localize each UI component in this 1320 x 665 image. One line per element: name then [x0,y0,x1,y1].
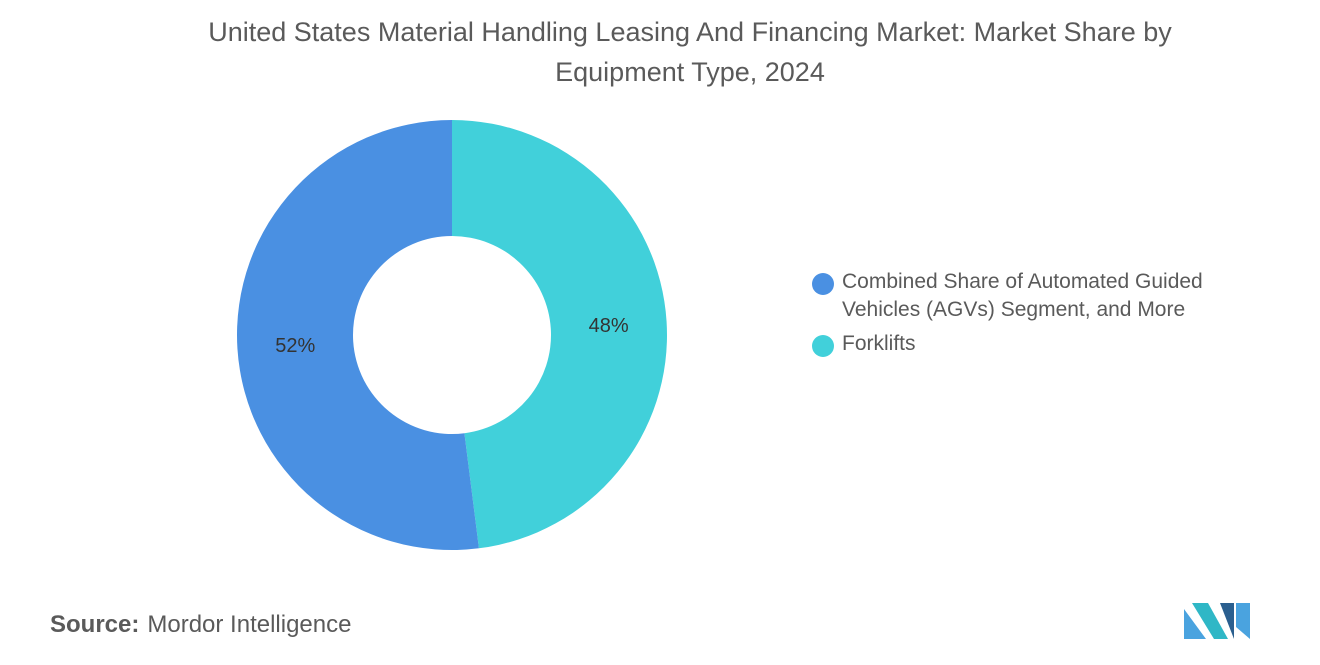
source-label: Source: [50,611,140,638]
slice-forklifts-label: 48% [589,315,629,337]
source-note: Source: Mordor Intelligence [50,611,351,639]
slice-forklifts[interactable] [452,120,668,549]
slice-combined-label: 52% [275,335,315,357]
logo-shape-left [1184,609,1206,639]
legend-label-combined: Combined Share of Automated Guided Vehic… [842,270,1203,321]
slice-combined[interactable] [237,120,479,550]
legend: Combined Share of Automated Guided Vehic… [812,268,1272,364]
legend-item-forklifts[interactable]: Forklifts [812,330,1272,358]
logo-shape-right [1220,603,1234,639]
legend-swatch-combined [812,273,834,295]
source-value: Mordor Intelligence [147,611,352,638]
donut-slices [237,120,668,550]
chart-title: United States Material Handling Leasing … [208,17,1172,87]
slice-labels: 48% 52% [275,315,629,357]
logo-shape-edge [1236,603,1250,639]
legend-item-combined[interactable]: Combined Share of Automated Guided Vehic… [812,268,1272,324]
logo-shape-mid [1192,603,1228,639]
legend-swatch-forklifts [812,335,834,357]
mordor-logo [1184,603,1250,639]
legend-label-forklifts: Forklifts [842,332,916,355]
